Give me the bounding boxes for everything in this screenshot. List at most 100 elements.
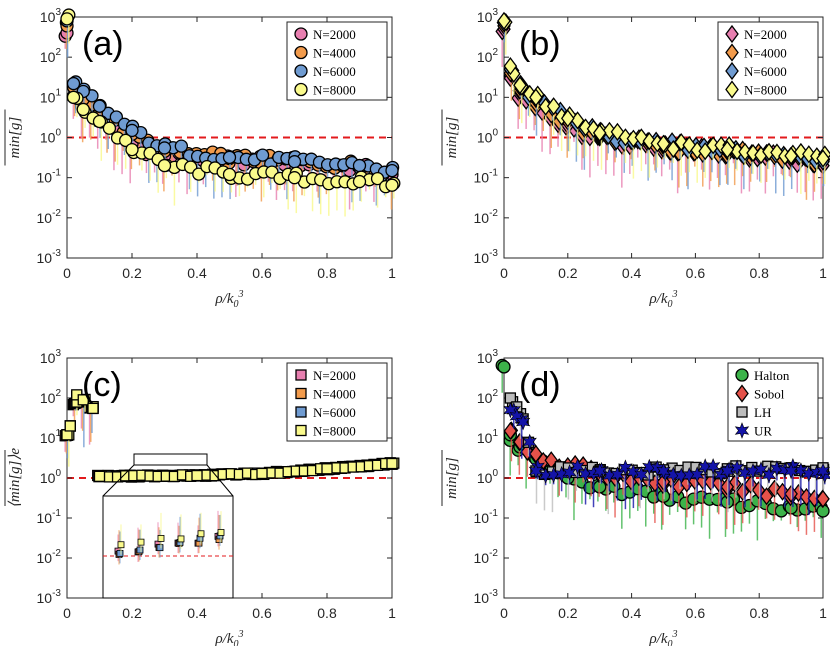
data-point — [157, 141, 172, 155]
data-point — [816, 489, 830, 508]
data-point — [321, 463, 333, 475]
data-point — [793, 462, 809, 479]
legend-marker — [294, 82, 308, 97]
series-n-8000 — [60, 8, 401, 217]
y-tick-label: 102 — [40, 47, 62, 65]
inset-data-point — [117, 541, 125, 549]
data-point — [222, 167, 237, 182]
legend: Halton Sobol LH UR — [727, 362, 819, 442]
y-tick-label: 10-2 — [474, 548, 499, 566]
x-tick-label: 1 — [819, 605, 827, 621]
x-tick-label: 1 — [388, 265, 396, 281]
x-axis-label: ρ/k03 — [648, 629, 677, 646]
x-tick-label: 0.6 — [252, 265, 272, 281]
x-tick-label: 0.4 — [622, 265, 642, 281]
data-point — [570, 458, 585, 475]
legend: N=2000 N=4000 N=6000 N=8000 — [286, 21, 388, 101]
legend-marker — [736, 406, 748, 418]
panel-label: (c) — [82, 366, 122, 404]
inset-data-point — [177, 535, 185, 543]
y-tick-label: 10-3 — [37, 588, 62, 606]
x-tick-label: 0.6 — [252, 605, 272, 621]
x-tick-label: 0 — [500, 605, 508, 621]
y-tick-label: 10-1 — [474, 168, 499, 186]
data-point — [192, 167, 206, 181]
legend-label: N=4000 — [313, 387, 356, 402]
legend-marker — [294, 27, 308, 41]
data-point — [528, 462, 544, 480]
legend-label: UR — [754, 424, 772, 439]
data-point — [76, 102, 90, 117]
x-tick-label: 0.4 — [622, 605, 642, 621]
legend-marker — [735, 368, 749, 382]
data-point — [656, 134, 671, 153]
data-point — [385, 163, 399, 178]
series-n-8000 — [497, 11, 830, 194]
data-point — [618, 128, 633, 147]
data-point — [503, 401, 518, 419]
data-point — [626, 463, 641, 481]
data-point — [769, 460, 785, 477]
panel-b: 10-3 10-2 10-1 100 101 102 103 0 0.2 0.4 0.6 0.8 1 ρ/… — [441, 7, 830, 310]
data-point — [370, 171, 385, 186]
legend-label: N=8000 — [313, 83, 356, 98]
data-point — [157, 158, 172, 173]
y-tick-label: 10-1 — [474, 508, 499, 526]
y-tick-label: 10-2 — [37, 208, 62, 226]
data-point — [784, 146, 798, 165]
data-point — [109, 110, 123, 124]
x-tick-label: 0 — [500, 265, 508, 281]
y-axis-label: min[g] — [444, 457, 460, 499]
data-point — [759, 487, 774, 506]
data-point — [93, 470, 106, 482]
data-point — [522, 433, 537, 451]
legend-marker — [735, 384, 749, 403]
panel-d: 10-3 10-2 10-1 100 101 102 103 0 0.2 0.4 0.6 0.8 1 ρ/… — [441, 348, 830, 646]
series-ur — [503, 401, 830, 516]
y-tick-label: 10-1 — [37, 508, 62, 526]
y-tick-label: 103 — [40, 7, 62, 25]
x-axis-label: ρ/k03 — [648, 289, 677, 310]
legend-label: N=8000 — [744, 83, 787, 98]
legend-label: N=8000 — [313, 424, 356, 439]
y-tick-label: 102 — [477, 388, 499, 406]
legend-marker — [294, 45, 308, 60]
legend-label: N=2000 — [313, 27, 356, 42]
legend-marker — [295, 369, 307, 381]
data-point — [592, 462, 607, 480]
x-tick-label: 0.8 — [749, 265, 769, 281]
data-point — [385, 178, 399, 192]
data-point — [816, 149, 830, 168]
data-point — [560, 109, 575, 128]
x-tick-label: 1 — [388, 605, 396, 621]
legend-marker — [294, 64, 308, 78]
inset-connector — [206, 464, 234, 497]
y-axis-label: ⟨min[g]⟩e — [7, 448, 23, 508]
panel-a: 10-3 10-2 10-1 100 101 102 103 0 0.2 0.4 0.6 0.8 1 ρ/… — [4, 7, 401, 310]
x-axis-label: ρ/k03 — [214, 629, 243, 646]
legend-label: LH — [754, 405, 771, 420]
data-point — [66, 90, 81, 104]
y-tick-label: 100 — [40, 128, 62, 146]
data-point — [352, 174, 367, 189]
series-n-8000 — [61, 389, 400, 483]
data-point — [705, 458, 721, 475]
x-axis-label: ρ/k03 — [214, 289, 243, 310]
data-point — [497, 360, 511, 374]
inset-axes — [102, 495, 234, 599]
legend-marker — [734, 422, 750, 439]
data-point — [529, 444, 543, 464]
legend-marker — [725, 61, 739, 81]
data-point — [753, 461, 769, 478]
data-point — [738, 142, 752, 161]
legend: N=2000 N=4000 N=6000 N=8000 — [717, 21, 819, 101]
x-tick-label: 0.4 — [187, 605, 207, 621]
data-point — [92, 114, 107, 129]
data-point — [287, 155, 302, 169]
x-tick-label: 0.8 — [317, 265, 337, 281]
data-point — [509, 407, 525, 425]
data-point — [256, 467, 268, 480]
data-point — [618, 459, 633, 477]
x-tick-label: 0 — [63, 605, 71, 621]
